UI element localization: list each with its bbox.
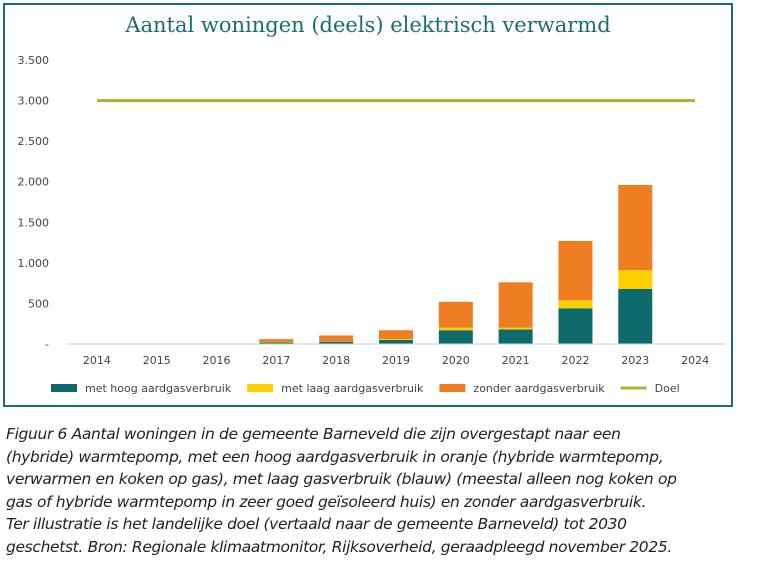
caption-line: (hybride) warmtepomp, met een hoog aardg… xyxy=(6,447,664,466)
x-tick-label: 2015 xyxy=(143,354,171,367)
bar-segment xyxy=(618,270,653,289)
caption-line: Figuur 6 Aantal woningen in de gemeente … xyxy=(6,425,621,443)
legend-label: met laag aardgasverbruik xyxy=(281,382,424,395)
y-tick-label: 2.000 xyxy=(18,176,50,189)
x-tick-label: 2022 xyxy=(561,354,589,367)
x-tick-label: 2024 xyxy=(681,354,709,367)
bar-segment xyxy=(498,329,533,344)
bars xyxy=(259,184,653,344)
caption-line: Ter illustratie is het landelijke doel (… xyxy=(6,515,627,534)
x-tick-label: 2019 xyxy=(382,354,410,367)
x-tick-label: 2020 xyxy=(442,354,470,367)
bar-segment xyxy=(259,342,294,344)
legend-swatch xyxy=(439,384,466,392)
chart-title: Aantal woningen (deels) elektrisch verwa… xyxy=(125,13,611,37)
chart-frame: Aantal woningen (deels) elektrisch verwa… xyxy=(3,3,733,407)
bar-segment xyxy=(259,339,294,342)
caption-line: verwarmen en koken op gas), met laag gas… xyxy=(6,470,677,489)
bar-segment xyxy=(558,240,593,301)
legend-swatch xyxy=(247,384,274,392)
legend: met hoog aardgasverbruik met laag aardgas… xyxy=(51,382,680,395)
y-tick-label: 1.000 xyxy=(18,257,50,270)
caption-line: geschetst. Bron: Regionale klimaatmonito… xyxy=(6,537,672,556)
y-tick-label: - xyxy=(45,338,49,351)
x-tick-label: 2023 xyxy=(621,354,649,367)
bar-segment xyxy=(259,341,294,343)
x-axis: 2014 2015 2016 2017 2018 2019 2020 2021 2022 2023… xyxy=(67,343,725,367)
caption-line: gas of hybride warmtepomp in zeer goed g… xyxy=(6,492,647,511)
y-tick-label: 3.500 xyxy=(18,54,50,67)
bar-segment xyxy=(498,327,533,330)
bar-segment xyxy=(379,339,413,344)
bar-segment xyxy=(379,339,413,340)
y-axis: - 500 1.000 1.500 2.000 2.500 3.000 3.500 xyxy=(18,54,50,351)
y-tick-label: 1.500 xyxy=(18,216,50,229)
bar-segment xyxy=(558,308,593,344)
legend-swatch xyxy=(51,384,77,392)
bar-segment xyxy=(379,330,413,340)
legend-label: zonder aardgasverbruik xyxy=(473,382,605,395)
y-tick-label: 2.500 xyxy=(18,135,50,148)
x-tick-label: 2021 xyxy=(502,354,530,367)
bar-segment xyxy=(319,341,354,342)
bar-segment xyxy=(438,330,473,344)
x-tick-label: 2018 xyxy=(322,354,350,367)
bar-segment xyxy=(498,282,533,328)
bar-segment xyxy=(438,327,473,331)
legend-label: met hoog aardgasverbruik xyxy=(85,382,232,395)
bar-segment xyxy=(319,341,354,344)
y-tick-label: 3.000 xyxy=(18,95,50,108)
x-tick-label: 2017 xyxy=(262,354,290,367)
bar-segment xyxy=(438,301,473,328)
x-tick-label: 2016 xyxy=(203,354,231,367)
figure-caption: Figuur 6 Aantal woningen in de gemeente … xyxy=(6,423,778,559)
y-tick-label: 500 xyxy=(28,297,49,310)
legend-label: Doel xyxy=(655,382,680,395)
bar-segment xyxy=(319,335,354,342)
x-tick-label: 2014 xyxy=(83,354,111,367)
bar-segment xyxy=(618,288,653,344)
bar-segment xyxy=(558,300,593,309)
bar-segment xyxy=(618,184,653,271)
